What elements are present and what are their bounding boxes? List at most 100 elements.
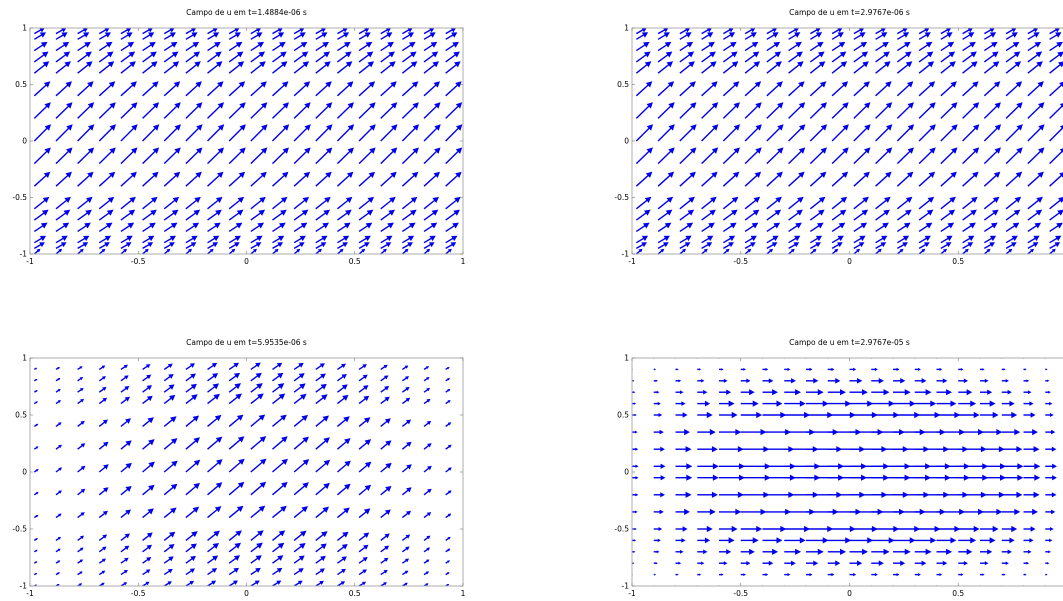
vector-arrow [806, 548, 824, 555]
vector-arrow [893, 389, 911, 396]
vector-arrow [228, 242, 240, 249]
vector-arrow [697, 368, 702, 371]
vector-arrow [33, 248, 41, 254]
vector-arrow [697, 474, 719, 481]
vector-arrow [831, 41, 846, 52]
vector-arrow [55, 467, 63, 473]
vector-arrow [980, 549, 993, 555]
vector-arrow [423, 32, 436, 40]
vector-arrow [1049, 197, 1063, 210]
vector-arrow [293, 222, 308, 232]
vector-arrow [1027, 28, 1038, 35]
vector-arrow [679, 102, 697, 119]
vector-arrow [142, 364, 151, 370]
vector-arrow [33, 196, 50, 210]
vector-arrow [445, 536, 451, 541]
vector-arrow [719, 537, 735, 544]
vector-arrow [853, 61, 869, 74]
vector-arrow [250, 458, 267, 473]
vector-arrow [918, 196, 935, 210]
vector-arrow [315, 235, 328, 244]
vector-arrow [675, 390, 684, 395]
vector-arrow [207, 506, 222, 519]
vector-arrow [632, 379, 635, 382]
vector-arrow [315, 147, 333, 165]
vector-arrow [98, 28, 110, 35]
vector-arrow [272, 196, 288, 210]
vector-arrow [250, 196, 266, 210]
vector-arrow [401, 419, 412, 427]
x-tick-label: -1 [26, 589, 34, 598]
vector-arrow [979, 358, 981, 359]
vector-arrow [1023, 379, 1030, 383]
vector-arrow [120, 418, 131, 427]
vector-arrow [762, 378, 774, 384]
x-tick-label: 0.5 [952, 589, 964, 598]
vector-arrow [55, 124, 73, 142]
vector-arrow [185, 373, 196, 382]
vector-arrow [78, 28, 79, 29]
vector-arrow [228, 567, 240, 576]
vector-arrow [228, 124, 246, 142]
vector-arrow [1001, 585, 1003, 586]
vector-arrow [875, 147, 893, 165]
vector-arrow [207, 358, 209, 359]
vector-arrow [675, 573, 679, 576]
vector-arrow [809, 209, 825, 221]
vector-arrow [336, 460, 351, 473]
vector-arrow [445, 235, 458, 244]
vector-arrow [401, 546, 410, 553]
vector-arrow [701, 196, 717, 210]
vector-arrow [675, 358, 676, 359]
vector-arrow [185, 235, 198, 244]
vector-arrow [185, 580, 195, 586]
vector-arrow [806, 378, 819, 384]
vector-arrow [358, 581, 367, 586]
vector-arrow [185, 242, 197, 249]
vector-arrow [635, 81, 653, 97]
vector-arrow [719, 368, 724, 371]
y-tick-label: -0.5 [614, 193, 629, 202]
vector-arrow [1027, 51, 1043, 63]
vector-arrow [635, 196, 652, 210]
vector-arrow [55, 389, 61, 393]
vector-arrow [1045, 475, 1057, 481]
vector-arrow [445, 422, 452, 427]
vector-arrow [719, 508, 742, 515]
vector-arrow [423, 235, 436, 244]
vector-arrow [467, 243, 470, 249]
vector-arrow [849, 560, 863, 567]
vector-arrow [962, 32, 975, 40]
vector-arrow [336, 124, 355, 142]
vector-arrow [919, 28, 920, 29]
vector-arrow [980, 573, 985, 576]
vector-arrow [120, 364, 128, 370]
vector-arrow [719, 389, 732, 395]
vector-arrow [983, 102, 1001, 119]
vector-arrow [653, 526, 663, 532]
vector-arrow [228, 81, 246, 97]
vector-arrow [294, 28, 295, 29]
vector-arrow [120, 147, 138, 165]
vector-arrow [766, 51, 782, 63]
vector-arrow [914, 573, 921, 577]
vector-arrow [635, 102, 653, 119]
vector-arrow [207, 196, 223, 210]
vector-arrow [762, 573, 769, 577]
vector-arrow [914, 548, 932, 555]
vector-arrow [679, 242, 691, 249]
vector-arrow [228, 235, 241, 244]
vector-arrow [870, 358, 872, 359]
vector-arrow [784, 400, 806, 407]
vector-arrow [358, 102, 376, 119]
vector-arrow [98, 582, 105, 586]
vector-arrow [657, 171, 675, 187]
vector-arrow [401, 570, 409, 576]
vector-arrow [1049, 235, 1062, 244]
vector-arrow [446, 28, 447, 29]
vector-arrow [958, 389, 973, 396]
vector-arrow [423, 28, 435, 35]
vector-arrow [467, 52, 470, 62]
vector-arrow [423, 124, 441, 142]
vector-arrow [827, 377, 841, 384]
